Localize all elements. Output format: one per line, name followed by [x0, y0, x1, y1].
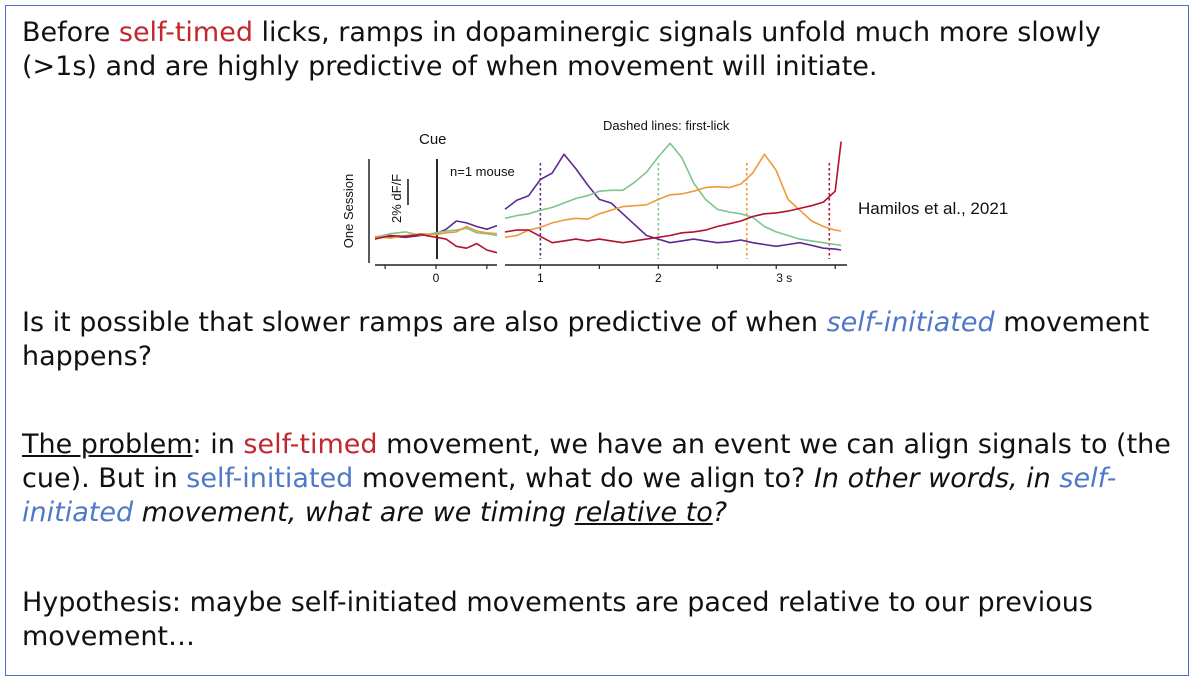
- series-line-green: [504, 142, 842, 247]
- x-tick-label: 1: [537, 271, 544, 285]
- para1-text-1: Before: [22, 17, 119, 48]
- x-tick-label: 2: [655, 271, 662, 285]
- self-timed-term: self-timed: [243, 429, 378, 460]
- cue-label: Cue: [419, 131, 447, 148]
- paragraph-hypothesis: Hypothesis: maybe self-initiated movemen…: [22, 587, 1093, 652]
- para1-text-2: licks, ramps in dopaminergic signals unf…: [22, 17, 1101, 82]
- para3-text-3: movement, what do we align to?: [353, 463, 814, 494]
- chart-annotation-first-lick: Dashed lines: first-lick: [603, 118, 730, 133]
- series-line-orange: [504, 153, 842, 239]
- post-cue-panel: 1 2 3 s: [504, 141, 847, 285]
- self-initiated-term: self-initiated: [186, 463, 354, 494]
- para3-question-mark: ?: [712, 497, 728, 528]
- para3-text-2: movement, we have an event we can align …: [22, 429, 1171, 494]
- series-line-purple: [504, 153, 842, 251]
- series-line-crimson: [504, 141, 842, 244]
- citation: Hamilos et al., 2021: [858, 199, 1009, 218]
- para3-italic-2: movement, what are we timing: [133, 497, 575, 528]
- paragraph-question: Is it possible that slower ramps are als…: [22, 306, 1162, 374]
- paragraph-self-timed-ramps: Before self-timed licks, ramps in dopami…: [22, 16, 1172, 84]
- self-timed-term: self-timed: [118, 17, 253, 48]
- series-line-crimson: [374, 233, 498, 254]
- mouse-count-label: n=1 mouse: [450, 164, 515, 179]
- para2-text-1: Is it possible that slower ramps are als…: [22, 307, 827, 338]
- relative-to-term: relative to: [574, 497, 713, 528]
- paragraph-problem: The problem: in self-timed movement, we …: [22, 428, 1172, 530]
- scale-bar-label: 2% dF/F: [389, 174, 404, 223]
- y-axis-label: One Session: [341, 174, 356, 248]
- problem-heading: The problem: [22, 429, 193, 460]
- dopamine-chart: One Session 2% dF/F 0 1 2 3 s: [341, 141, 847, 285]
- para3-text-1: : in: [192, 429, 244, 460]
- cue-aligned-panel: 0: [374, 220, 498, 285]
- self-initiated-term: self-initiated: [22, 463, 1117, 528]
- x-tick-label: 3 s: [776, 271, 792, 285]
- slide-frame: [5, 5, 1189, 676]
- series-line-green: [374, 227, 498, 239]
- para2-text-2: movement happens?: [22, 307, 1150, 372]
- self-initiated-term: self-initiated: [826, 307, 995, 338]
- x-tick-label: 0: [433, 271, 440, 285]
- para3-italic-1: In other words, in: [813, 463, 1060, 494]
